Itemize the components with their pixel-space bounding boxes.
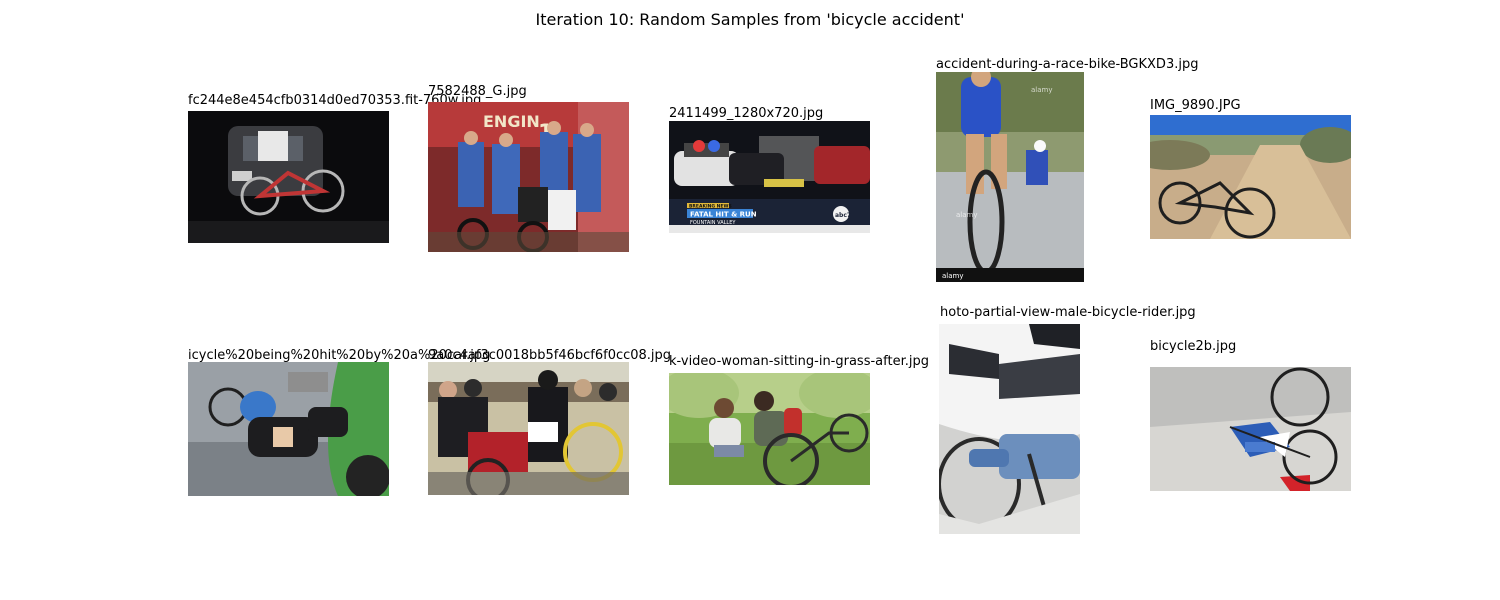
sample-photo-2: ENGIN 1 [428, 102, 629, 252]
news-logo: abc7 [835, 212, 851, 219]
sample-caption-6: icycle%20being%20hit%20by%20a%20car.jpg [188, 348, 491, 363]
sample-caption-9: hoto-partial-view-male-bicycle-rider.jpg [940, 305, 1196, 320]
sample-caption-7: 9a0c4af3c0018bb5f46bcf6f0cc08.jpg [428, 348, 672, 363]
sample-photo-3: BREAKING NEWS FATAL HIT & RUN FOUNTAIN V… [669, 121, 870, 233]
sample-caption-5: IMG_9890.JPG [1150, 98, 1241, 113]
sample-caption-8: k-video-woman-sitting-in-grass-after.jpg [669, 354, 929, 369]
engine-text: ENGIN [483, 112, 540, 131]
sample-caption-3: 2411499_1280x720.jpg [669, 106, 824, 121]
stock-watermark-bar: alamy [942, 272, 964, 280]
figure-title: Iteration 10: Random Samples from 'bicyc… [535, 10, 965, 29]
sample-photo-9 [939, 324, 1080, 534]
sample-photo-10 [1150, 367, 1351, 491]
stock-watermark-mid: alamy [956, 211, 978, 219]
sample-photo-8 [669, 373, 870, 485]
sample-photo-1 [188, 111, 389, 243]
news-tag: BREAKING NEWS [689, 204, 732, 210]
sample-caption-10: bicycle2b.jpg [1150, 339, 1237, 354]
sample-photo-5 [1150, 115, 1351, 239]
news-headline: FATAL HIT & RUN [690, 211, 757, 219]
sample-caption-4: accident-during-a-race-bike-BGKXD3.jpg [936, 57, 1199, 72]
sample-caption-2: 7582488_G.jpg [428, 84, 527, 99]
stock-watermark-top: alamy [1031, 86, 1053, 94]
sample-photo-7 [428, 362, 629, 495]
news-location: FOUNTAIN VALLEY [690, 220, 736, 226]
sample-caption-1: fc244e8e454cfb0314d0ed70353.fit-760w.jpg [188, 93, 482, 108]
sample-photo-4: alamy alamy alamy [936, 72, 1084, 282]
sample-photo-6 [188, 362, 389, 496]
